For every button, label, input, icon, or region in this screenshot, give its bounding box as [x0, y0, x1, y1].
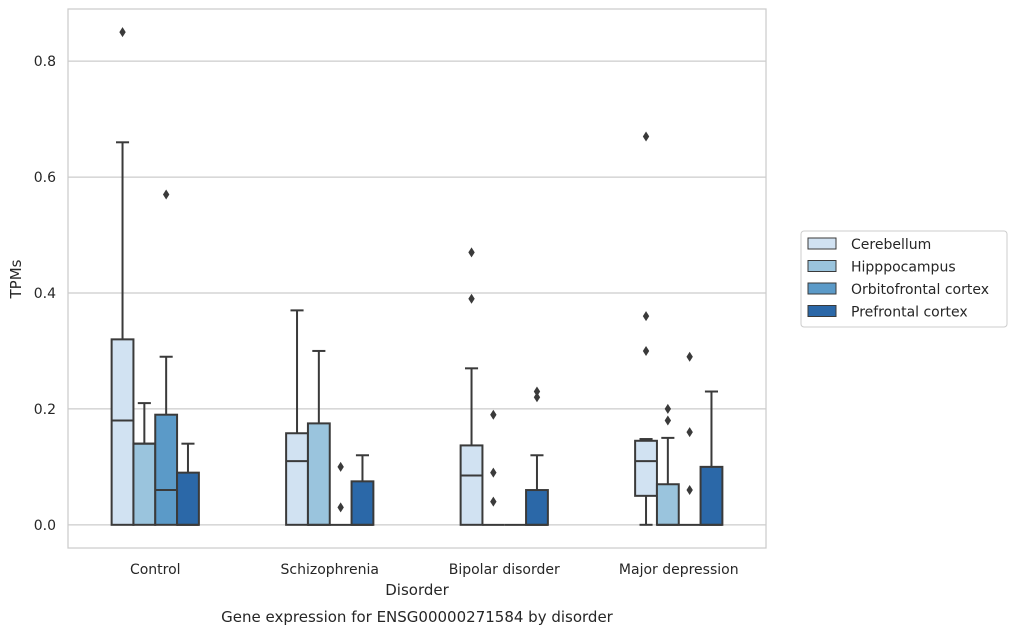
x-tick-label: Major depression — [619, 562, 739, 578]
outlier-point — [337, 502, 344, 513]
box-0-1 — [132, 402, 157, 526]
box-body — [154, 413, 179, 526]
box-1-1 — [306, 349, 331, 526]
legend-frame — [800, 230, 1008, 328]
box-3-1 — [655, 436, 680, 526]
legend-swatch — [807, 237, 837, 250]
outlier-point — [686, 427, 693, 438]
outlier-point — [119, 27, 126, 38]
box-body — [634, 439, 658, 497]
box-body — [699, 465, 724, 526]
box-body — [525, 489, 549, 526]
box-body — [655, 483, 680, 526]
plot-frame — [67, 8, 767, 549]
x-tick-label: Bipolar disorder — [449, 562, 560, 578]
outlier-point — [664, 415, 672, 426]
outlier-point — [533, 386, 541, 397]
legend-swatch — [807, 305, 837, 317]
box-body — [110, 338, 135, 526]
box-3-3 — [699, 390, 724, 526]
box-3-0 — [634, 438, 658, 526]
y-tick-label: 0.0 — [34, 518, 56, 534]
box-body — [285, 432, 309, 526]
y-tick-label: 0.4 — [34, 286, 56, 302]
outlier-point — [642, 311, 650, 322]
box-0-2 — [154, 355, 179, 526]
y-tick-label: 0.8 — [34, 54, 56, 70]
outlier-point — [490, 496, 497, 507]
box-body — [176, 471, 200, 526]
outlier-point — [490, 409, 497, 420]
x-tick-label: Control — [130, 562, 181, 578]
box-0-3 — [176, 442, 200, 526]
box-0-0 — [110, 141, 135, 526]
box-1-3 — [350, 454, 375, 526]
outlier-point — [686, 485, 693, 496]
outlier-point — [686, 351, 693, 362]
box-body — [350, 480, 375, 526]
legend-swatch — [807, 260, 837, 272]
legend-label: Cerebellum — [851, 237, 931, 253]
outlier-point — [642, 131, 650, 142]
legend-label: Prefrontal cortex — [851, 305, 968, 321]
boxes — [110, 141, 724, 526]
x-axis-label: Disorder — [385, 581, 449, 599]
outliers — [119, 27, 693, 513]
outlier-point — [468, 247, 475, 258]
y-tick-labels: 0.0 0.2 0.4 0.6 0.8 — [34, 54, 56, 534]
box-2-0 — [459, 367, 484, 526]
chart-title: Gene expression for ENSG00000271584 by d… — [221, 608, 614, 626]
outlier-point — [468, 293, 475, 304]
box-body — [459, 444, 484, 526]
x-tick-label: Schizophrenia — [281, 562, 379, 578]
box-2-3 — [525, 454, 549, 526]
box-1-0 — [285, 309, 309, 526]
y-axis-label: TPMs — [7, 259, 25, 299]
legend: Cerebellum Hipppocampus Orbitofrontal cort… — [800, 230, 1008, 328]
box-body — [306, 422, 331, 526]
outlier-point — [642, 345, 650, 356]
legend-label: Orbitofrontal cortex — [851, 282, 989, 298]
legend-swatch — [807, 282, 837, 295]
outlier-point — [162, 189, 170, 200]
outlier-point — [337, 461, 344, 472]
y-tick-label: 0.2 — [34, 402, 56, 418]
legend-label: Hipppocampus — [851, 260, 956, 276]
outlier-point — [490, 467, 497, 478]
y-tick-label: 0.6 — [34, 170, 56, 186]
box-body — [132, 442, 157, 526]
x-tick-labels: Control Schizophrenia Bipolar disorder Majo… — [130, 562, 739, 578]
outlier-point — [664, 403, 672, 414]
outlier-point — [533, 392, 541, 403]
